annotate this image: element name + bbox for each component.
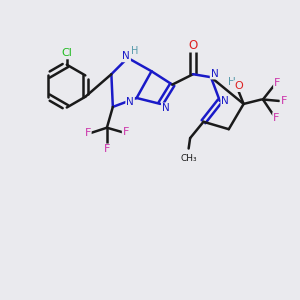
- Text: O: O: [234, 81, 243, 91]
- Text: O: O: [188, 39, 198, 52]
- Text: N: N: [162, 103, 169, 113]
- Text: F: F: [123, 127, 129, 137]
- Text: N: N: [221, 96, 229, 106]
- Text: F: F: [280, 96, 287, 106]
- Text: Cl: Cl: [61, 48, 72, 59]
- Text: N: N: [211, 69, 218, 79]
- Text: H: H: [228, 76, 236, 87]
- Text: F: F: [84, 128, 91, 138]
- Text: F: F: [104, 144, 110, 154]
- Text: F: F: [273, 113, 280, 123]
- Text: CH₃: CH₃: [180, 154, 197, 164]
- Text: N: N: [122, 51, 130, 62]
- Text: N: N: [126, 97, 134, 106]
- Text: F: F: [274, 78, 281, 88]
- Text: H: H: [130, 46, 138, 56]
